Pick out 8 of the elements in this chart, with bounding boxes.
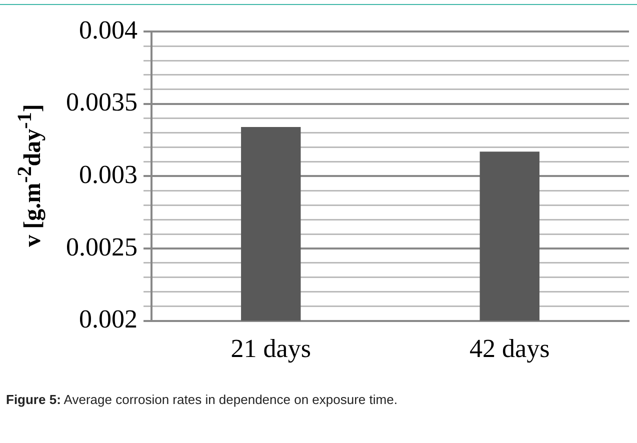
y-tick-label: 0.0035 — [66, 88, 138, 117]
y-tick-label: 0.002 — [79, 304, 138, 334]
caption: Figure 5: Average corrosion rates in dependence on exposure time. — [6, 392, 398, 407]
y-tick-label: 0.004 — [79, 15, 138, 44]
y-tick-label: 0.0025 — [66, 232, 138, 262]
x-tick-label: 21 days — [230, 334, 311, 364]
x-tick-label: 42 days — [470, 334, 550, 364]
y-tick-label: 0.003 — [79, 160, 138, 190]
